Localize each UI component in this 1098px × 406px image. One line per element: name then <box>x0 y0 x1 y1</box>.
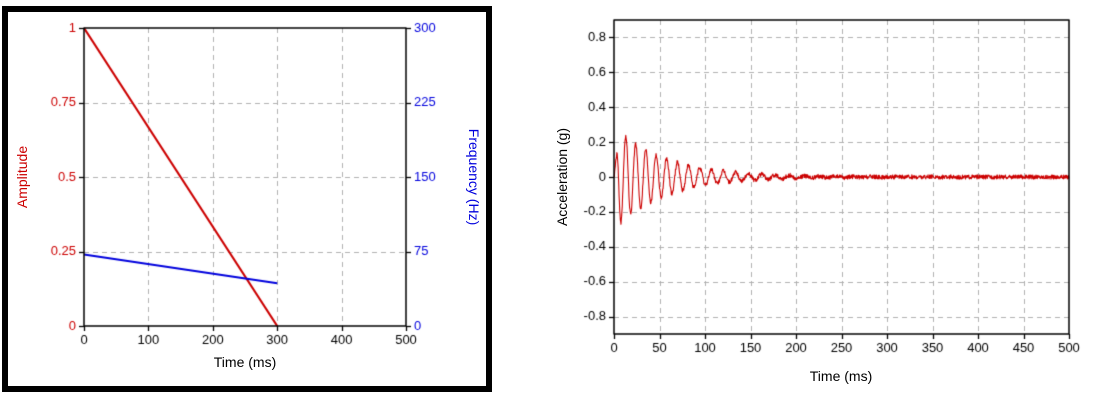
acceleration-chart <box>548 2 1093 392</box>
sweep-profile-chart <box>8 12 486 386</box>
acceleration-panel: Acceleration (g) Time (ms) <box>548 2 1096 402</box>
sweep-profile-frame: Amplitude Frequency (Hz) Time (ms) <box>2 6 492 392</box>
